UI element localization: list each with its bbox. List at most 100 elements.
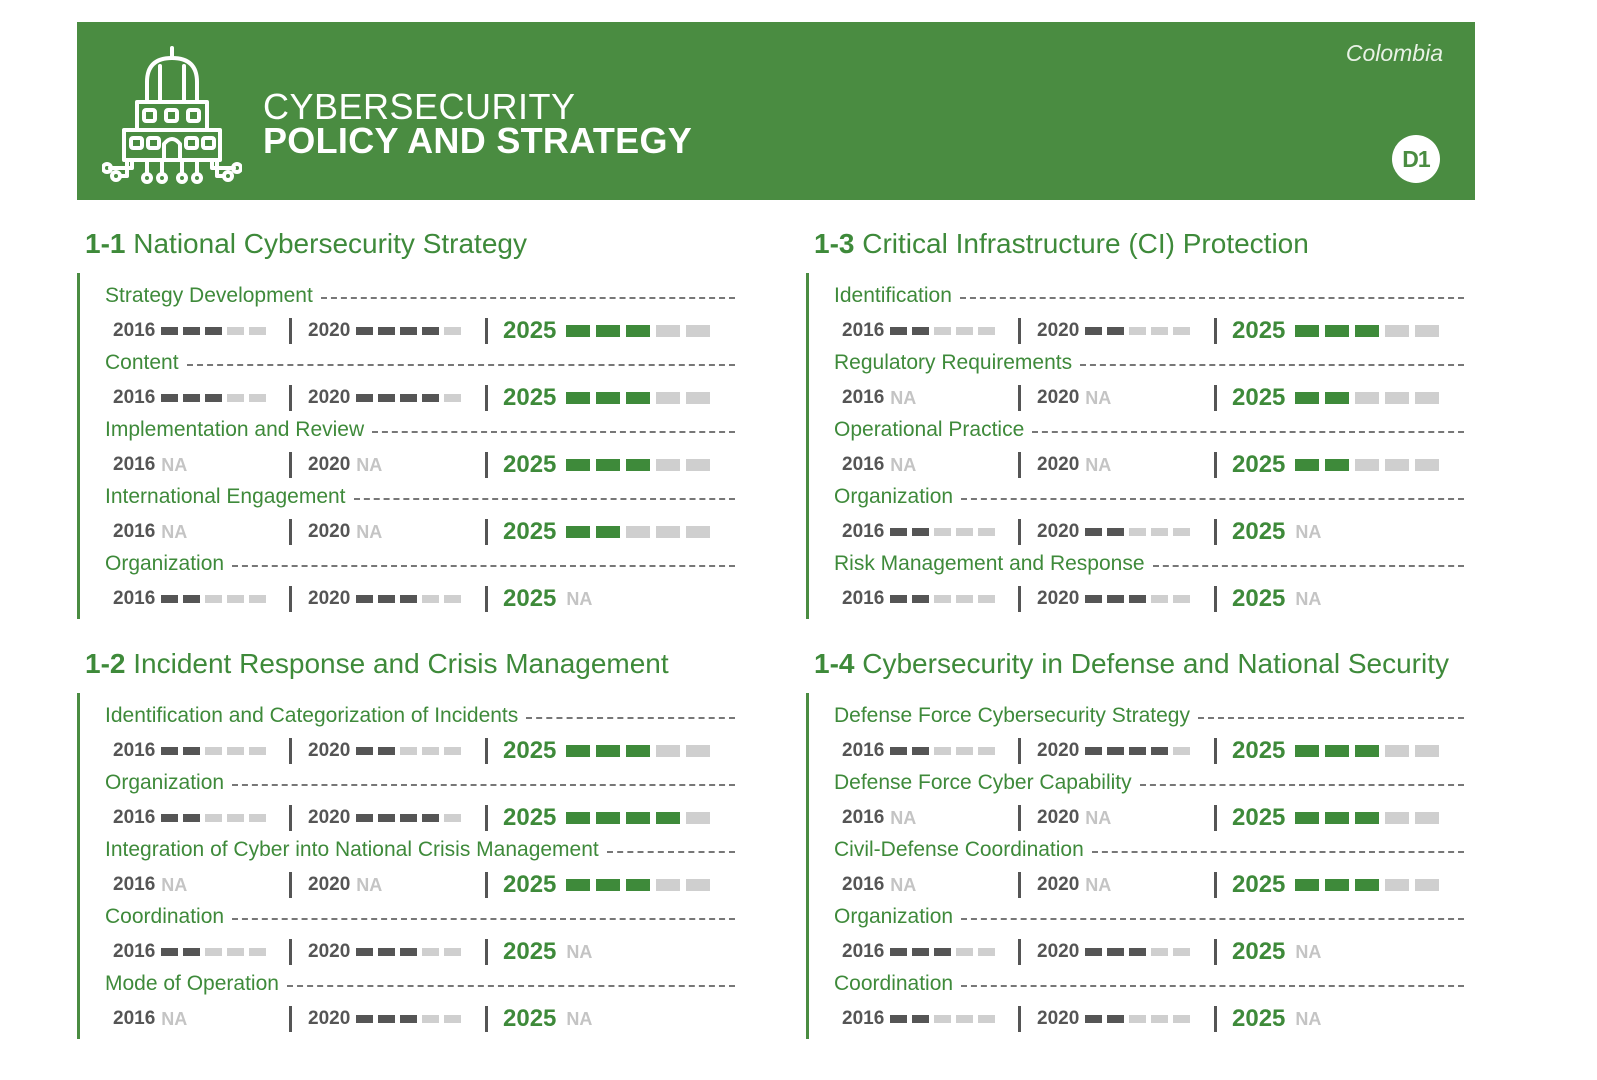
maturity-bar (422, 394, 440, 402)
na-label: NA (566, 941, 593, 962)
maturity-bar (227, 747, 245, 755)
maturity-bar (1129, 1015, 1147, 1023)
maturity-bar (1415, 745, 1440, 757)
maturity-bar (422, 948, 440, 956)
maturity-bar (1085, 595, 1103, 603)
section-1-2: 1-2 Incident Response and Crisis Managem… (77, 648, 777, 1078)
maturity-bar (1129, 327, 1147, 335)
maturity-bar (566, 879, 591, 891)
maturity-bar (227, 327, 245, 335)
dashed-leader (320, 297, 735, 299)
maturity-bar (400, 747, 418, 755)
maturity-bar (686, 745, 711, 757)
year-label: 2025 (503, 384, 557, 411)
year-label: 2025 (503, 804, 557, 831)
dashed-leader (959, 297, 1464, 299)
maturity-bars (890, 595, 1000, 603)
section-1-1: 1-1 National Cybersecurity Strategy Strat… (77, 228, 777, 658)
year-label: 2016 (113, 740, 156, 761)
year-label: 2020 (308, 521, 351, 542)
indicator-label: Risk Management and Response (834, 552, 1145, 575)
indicator-item: Implementation and Review 2016 NA 2020 NA 202… (105, 418, 735, 486)
year-label: 2016 (113, 320, 156, 341)
maturity-bar (1151, 948, 1169, 956)
score-2020: 2020 (308, 317, 466, 345)
maturity-bars (1295, 812, 1445, 824)
maturity-bar (596, 459, 621, 471)
score-2020: 2020 NA (308, 871, 382, 899)
indicator-item: Organization 2016 2020 2025 NA (834, 905, 1464, 973)
section-1-3: 1-3 Critical Infrastructure (CI) Protect… (806, 228, 1506, 658)
year-separator (1018, 452, 1021, 478)
score-2016: 2016 (113, 384, 271, 412)
maturity-bar (566, 812, 591, 824)
year-label: 2016 (113, 454, 156, 475)
year-separator (1018, 586, 1021, 612)
maturity-bar (1415, 879, 1440, 891)
maturity-bar (205, 948, 223, 956)
score-2025: 2025 (503, 804, 716, 832)
maturity-bar (626, 526, 651, 538)
section-title-text: Critical Infrastructure (CI) Protection (862, 228, 1309, 259)
maturity-bar (249, 327, 267, 335)
maturity-bar (890, 595, 908, 603)
score-2016: 2016 (113, 938, 271, 966)
maturity-bars (1085, 948, 1195, 956)
score-2016: 2016 (113, 737, 271, 765)
year-label: 2016 (842, 521, 885, 542)
maturity-bar (890, 327, 908, 335)
indicator-header: Civil-Defense Coordination (834, 838, 1464, 862)
score-2020: 2020 NA (1037, 804, 1111, 832)
indicator-header: Organization (105, 552, 735, 576)
maturity-bar (205, 814, 223, 822)
score-2020: 2020 (308, 384, 466, 412)
indicator-scores: 2016 NA 2020 NA 2025 (842, 384, 1462, 412)
maturity-bar (656, 745, 681, 757)
indicator-label: Organization (105, 552, 225, 575)
maturity-bars (356, 1015, 466, 1023)
year-separator (289, 586, 292, 612)
page-header: CYBERSECURITY POLICY AND STRATEGY Colomb… (77, 22, 1475, 200)
indicator-scores: 2016 2020 2025 NA (842, 585, 1462, 613)
score-2016: 2016 (842, 938, 1000, 966)
year-label: 2016 (113, 874, 156, 895)
maturity-bar (912, 595, 930, 603)
year-label: 2020 (1037, 807, 1080, 828)
maturity-bar (1415, 392, 1440, 404)
score-2020: 2020 NA (1037, 384, 1111, 412)
maturity-bar (566, 459, 591, 471)
maturity-bar (400, 948, 418, 956)
score-2020: 2020 (308, 585, 466, 613)
indicator-item: Coordination 2016 2020 2025 NA (105, 905, 735, 973)
maturity-bar (656, 392, 681, 404)
na-label: NA (1295, 521, 1322, 542)
year-label: 2016 (842, 740, 885, 761)
section-divider-line (77, 693, 80, 1039)
indicator-scores: 2016 2020 2025 (842, 737, 1462, 765)
indicator-scores: 2016 2020 2025 (113, 384, 733, 412)
indicator-item: Regulatory Requirements 2016 NA 2020 NA 2025 (834, 351, 1464, 419)
year-label: 2016 (113, 387, 156, 408)
year-separator (1018, 872, 1021, 898)
year-label: 2020 (1037, 521, 1080, 542)
maturity-bar (1295, 879, 1320, 891)
maturity-bars (890, 948, 1000, 956)
maturity-bars (161, 747, 271, 755)
maturity-bar (978, 747, 996, 755)
maturity-bar (1325, 879, 1350, 891)
score-2025: 2025 (1232, 804, 1445, 832)
year-label: 2025 (1232, 384, 1286, 411)
maturity-bar (626, 325, 651, 337)
maturity-bar (656, 526, 681, 538)
section-title: 1-3 Critical Infrastructure (CI) Protect… (814, 228, 1309, 260)
maturity-bar (596, 879, 621, 891)
indicator-scores: 2016 NA 2020 NA 2025 (113, 451, 733, 479)
maturity-bar (1107, 528, 1125, 536)
indicator-label: Operational Practice (834, 418, 1025, 441)
year-label: 2016 (113, 1008, 156, 1029)
maturity-bar (956, 948, 974, 956)
year-label: 2016 (842, 387, 885, 408)
year-label: 2016 (842, 807, 885, 828)
year-separator (1214, 939, 1217, 965)
maturity-bar (1295, 745, 1320, 757)
